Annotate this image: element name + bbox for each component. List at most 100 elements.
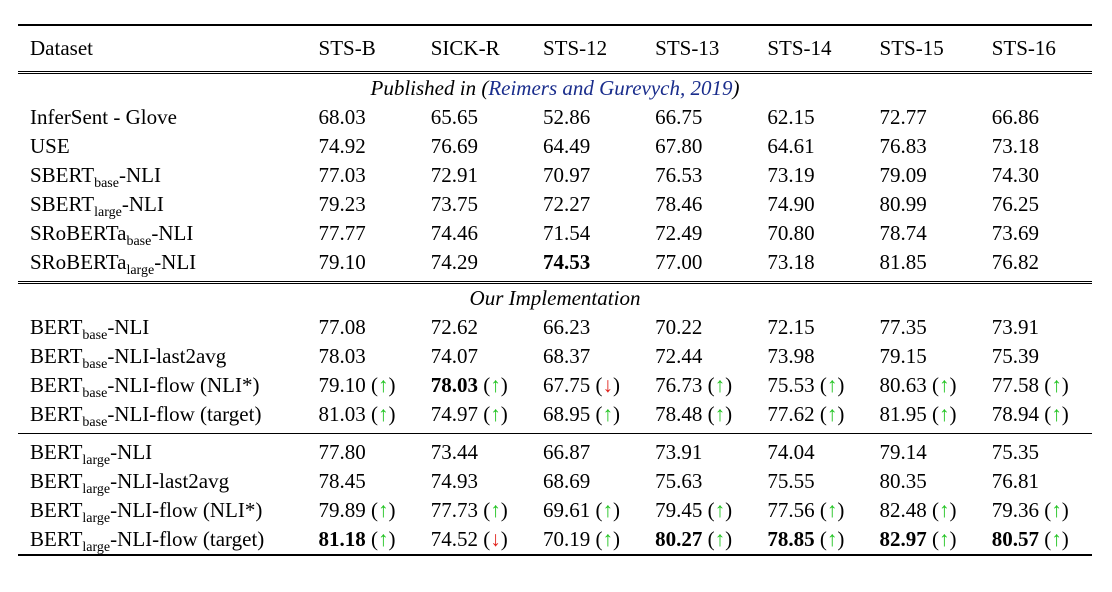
score-cell: 70.97: [531, 161, 643, 190]
score-value: 75.53: [767, 373, 815, 397]
arrow-up-icon: ↑: [939, 498, 950, 522]
score-cell: 80.27 (↑): [643, 525, 755, 555]
score-cell: 66.23: [531, 313, 643, 342]
score-value: 77.03: [318, 163, 366, 187]
score-cell: 72.44: [643, 342, 755, 371]
model-suffix: -NLI: [107, 315, 150, 339]
model-name-cell: SRoBERTalarge-NLI: [18, 248, 307, 283]
score-cell: 75.39: [980, 342, 1092, 371]
paren-close: ): [388, 373, 396, 397]
paren-open: (: [926, 527, 940, 551]
model-name: BERT: [30, 440, 83, 464]
score-value: 79.89: [318, 498, 366, 522]
paren-open: (: [814, 498, 827, 522]
arrow-up-icon: ↑: [714, 498, 726, 522]
paren-open: (: [477, 527, 491, 551]
table-row: BERTbase-NLI-flow (NLI*) 79.10 (↑) 78.03 (…: [18, 371, 1092, 401]
model-suffix: -NLI-flow (NLI*): [110, 498, 263, 522]
paren-close: ): [388, 498, 396, 522]
score-cell: 80.63 (↑): [868, 371, 980, 400]
score-cell: 66.86: [980, 103, 1092, 132]
score-cell: 74.93: [419, 467, 531, 496]
score-value: 73.44: [430, 440, 478, 464]
section-suffix: ): [732, 76, 740, 100]
score-cell: 79.89 (↑): [307, 496, 419, 525]
score-cell: 72.49: [643, 219, 755, 248]
arrow-up-icon: ↑: [714, 402, 726, 426]
score-value: 69.61: [542, 498, 591, 522]
score-cell: 72.15: [755, 313, 867, 342]
score-value: 78.03: [318, 344, 366, 368]
score-value: 74.97: [430, 402, 478, 426]
score-value: 75.35: [991, 440, 1039, 464]
model-size-subscript: base: [82, 415, 108, 430]
score-value: 73.91: [655, 440, 703, 464]
score-cell: 76.69: [419, 132, 531, 161]
paren-close: ): [949, 527, 957, 551]
score-value: 80.35: [879, 469, 927, 493]
paren-close: ): [949, 373, 957, 397]
score-value: 68.95: [542, 402, 591, 426]
paren-open: (: [1039, 527, 1052, 551]
model-suffix: -NLI: [151, 221, 194, 245]
score-cell: 77.58 (↑): [980, 371, 1092, 400]
paren-open: (: [590, 402, 603, 426]
arrow-up-icon: ↑: [939, 402, 950, 426]
model-name: InferSent - Glove: [30, 105, 177, 129]
model-name: SBERT: [30, 192, 95, 216]
score-cell: 78.48 (↑): [643, 400, 755, 434]
model-suffix: -NLI-flow (target): [107, 402, 262, 426]
model-name-cell: BERTbase-NLI-last2avg: [18, 342, 307, 372]
score-value: 78.74: [879, 221, 927, 245]
score-value: 66.23: [542, 315, 591, 339]
model-name-cell: InferSent - Glove: [18, 103, 307, 132]
score-cell: 62.15: [755, 103, 867, 132]
paren-open: (: [590, 373, 603, 397]
paren-open: (: [702, 498, 715, 522]
arrow-up-icon: ↑: [1051, 527, 1062, 551]
model-name-cell: BERTbase-NLI-flow (target): [18, 400, 307, 434]
score-cell: 82.97 (↑): [868, 525, 980, 555]
score-value: 74.90: [767, 192, 815, 216]
arrow-down-icon: ↓: [602, 373, 613, 397]
score-cell: 81.03 (↑): [307, 400, 419, 434]
model-name: BERT: [30, 402, 83, 426]
results-table: Dataset STS-B SICK-R STS-12 STS-13 STS-1…: [18, 24, 1092, 556]
score-value: 81.18: [318, 527, 366, 551]
score-value: 72.62: [430, 315, 478, 339]
score-cell: 75.35: [980, 434, 1092, 468]
score-value: 81.85: [879, 250, 927, 274]
model-name: SBERT: [30, 163, 95, 187]
paren-close: ): [837, 527, 845, 551]
score-value: 66.75: [655, 105, 703, 129]
score-cell: 74.90: [755, 190, 867, 219]
model-name-cell: SBERTbase-NLI: [18, 161, 307, 191]
score-cell: 76.81: [980, 467, 1092, 496]
arrow-up-icon: ↑: [378, 527, 389, 551]
score-value: 79.10: [318, 250, 366, 274]
paren-open: (: [590, 498, 603, 522]
table-row: BERTlarge-NLI 77.80 73.44 66.87 73.91 74.04 79…: [18, 433, 1092, 468]
paren-close: ): [837, 373, 845, 397]
table-row: SBERTbase-NLI 77.03 72.91 70.97 76.53 73.19 79…: [18, 161, 1092, 191]
score-value: 82.97: [879, 527, 927, 551]
score-value: 72.27: [542, 192, 591, 216]
score-cell: 78.94 (↑): [980, 400, 1092, 434]
score-cell: 52.86: [531, 103, 643, 132]
arrow-up-icon: ↑: [378, 402, 389, 426]
score-cell: 66.75: [643, 103, 755, 132]
score-value: 74.29: [430, 250, 478, 274]
citation-link[interactable]: Reimers and Gurevych, 2019: [488, 76, 733, 100]
paren-open: (: [926, 402, 940, 426]
score-value: 74.53: [542, 250, 591, 274]
score-cell: 77.03: [307, 161, 419, 190]
score-cell: 81.85: [868, 248, 980, 283]
arrow-up-icon: ↑: [602, 527, 613, 551]
table-row: BERTbase-NLI 77.08 72.62 66.23 70.22 72.15 77.…: [18, 313, 1092, 343]
model-name: BERT: [30, 344, 83, 368]
paren-close: ): [1061, 402, 1069, 426]
table-row: InferSent - Glove 68.03 65.65 52.86 66.75 62.…: [18, 103, 1092, 132]
model-name-cell: BERTlarge-NLI: [18, 434, 307, 468]
score-value: 82.48: [879, 498, 927, 522]
score-cell: 77.08: [307, 313, 419, 342]
